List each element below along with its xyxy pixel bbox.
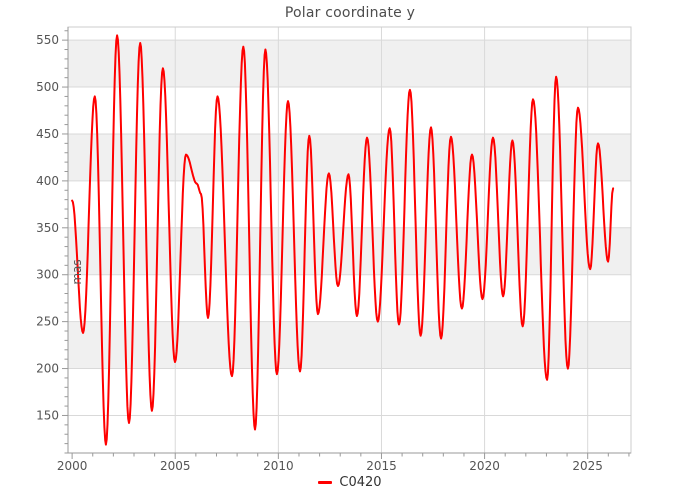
- x-tick-label: 2025: [572, 459, 603, 473]
- y-tick-label: 450: [36, 127, 59, 141]
- y-tick-label: 200: [36, 362, 59, 376]
- y-tick-label: 550: [36, 33, 59, 47]
- chart-title: Polar coordinate y: [284, 5, 416, 21]
- y-axis-title: mas: [70, 259, 84, 284]
- x-tick-label: 2015: [366, 459, 397, 473]
- x-tick-label: 2010: [263, 459, 294, 473]
- y-tick-label: 250: [36, 315, 59, 329]
- x-tick-label: 2000: [57, 459, 88, 473]
- split-area-band: [68, 133, 631, 181]
- series-line-C0420[interactable]: [71, 34, 615, 446]
- x-tick-label: 2020: [469, 459, 500, 473]
- legend: C0420: [0, 475, 700, 490]
- legend-item-label[interactable]: C0420: [339, 475, 382, 490]
- legend-line-marker-icon: [318, 481, 333, 484]
- y-tick-label: 300: [36, 268, 59, 282]
- y-tick-label: 350: [36, 221, 59, 235]
- split-area-band: [68, 227, 631, 275]
- split-area-band: [68, 321, 631, 369]
- y-tick-label: 400: [36, 174, 59, 188]
- split-area-band: [68, 40, 631, 88]
- y-tick-label: 150: [36, 408, 59, 422]
- y-tick-label: 500: [36, 80, 59, 94]
- x-tick-label: 2005: [160, 459, 191, 473]
